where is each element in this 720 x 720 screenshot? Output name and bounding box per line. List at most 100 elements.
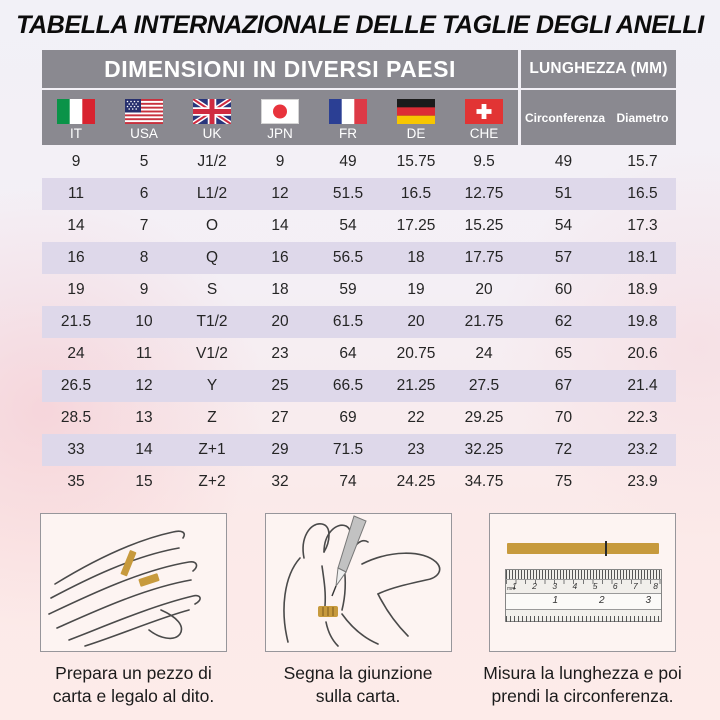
table-cell: Z+2 xyxy=(198,473,226,490)
germany-flag-icon xyxy=(397,98,435,124)
table-cell: 17.3 xyxy=(627,217,658,234)
ruler-number: 7 xyxy=(633,581,638,591)
length-title: LUNGHEZZA (MM) xyxy=(521,50,676,88)
table-cell: 7 xyxy=(139,217,149,234)
ruler-number: 4 xyxy=(572,581,578,591)
table-cell: 51 xyxy=(554,185,573,202)
flags-row: IT USA UK J xyxy=(42,90,518,145)
country-label: DE xyxy=(406,125,426,141)
table-cell: 12.75 xyxy=(464,185,504,202)
step-2: Segna la giunzione sulla carta. xyxy=(264,513,452,708)
table-cell: 59 xyxy=(339,281,357,298)
ruler-number: 6 xyxy=(612,581,618,591)
table-cell: J1/2 xyxy=(197,153,227,170)
length-columns-row: Circonferenza Diametro xyxy=(521,90,676,145)
table-cell: 74 xyxy=(339,473,357,490)
table-cell: 23 xyxy=(271,345,289,362)
table-cell: 15.25 xyxy=(464,217,504,234)
table-cell: 24 xyxy=(67,345,85,362)
table-cell: 18.9 xyxy=(627,281,658,298)
table-cell: 18.1 xyxy=(627,249,658,266)
step-3-caption: Misura la lunghezza e poi prendi la circ… xyxy=(483,663,682,707)
table-cell: 49 xyxy=(339,153,357,170)
ruler-number: 2 xyxy=(599,595,605,606)
table-cell: 25 xyxy=(271,377,289,394)
measuring-steps: Prepara un pezzo di carta e legalo al di… xyxy=(40,513,682,708)
step-1: Prepara un pezzo di carta e legalo al di… xyxy=(40,513,227,708)
table-cell: 21.25 xyxy=(396,377,436,394)
table-cell: 23.2 xyxy=(627,441,658,458)
table-cell: 60 xyxy=(554,281,573,298)
table-cell: 21.4 xyxy=(627,377,658,394)
table-cell: 27 xyxy=(271,409,289,426)
ruler-number: 1 xyxy=(512,581,517,591)
column-header-it: IT xyxy=(42,90,110,145)
table-cell: 67 xyxy=(554,377,573,394)
uk-flag-icon xyxy=(193,98,231,124)
table-cell: 29 xyxy=(271,441,289,458)
ruler-mm-ticks xyxy=(506,570,661,580)
country-label: FR xyxy=(339,125,357,141)
table-cell: T1/2 xyxy=(196,313,228,330)
table-cell: 54 xyxy=(554,217,573,234)
paper-strip xyxy=(507,543,659,554)
table-cell: 11 xyxy=(135,345,153,362)
table-cell: 16.5 xyxy=(400,185,432,202)
table-cell: 5 xyxy=(139,153,149,170)
table-cell: 16.5 xyxy=(627,185,658,202)
table-cell: 75 xyxy=(554,473,573,490)
table-cell: 21.5 xyxy=(60,313,92,330)
table-cell: 34.75 xyxy=(464,473,504,490)
step-2-caption: Segna la giunzione sulla carta. xyxy=(283,663,433,707)
table-cell: 16 xyxy=(271,249,289,266)
table-cell: 57 xyxy=(554,249,573,266)
table-cell: 66.5 xyxy=(332,377,364,394)
ruler-inch-ticks xyxy=(506,610,661,622)
japan-flag-icon xyxy=(261,98,299,124)
table-cell: 51.5 xyxy=(332,185,364,202)
ruler: mm 1 2 3 4 5 6 7 8 1 2 3 xyxy=(505,569,662,622)
table-row: 9 5 J1/2 9 49 15.75 9.5 49 15.7 xyxy=(42,146,676,178)
table-cell: 23 xyxy=(407,441,425,458)
table-cell: 33 xyxy=(67,441,85,458)
table-cell: 35 xyxy=(67,473,85,490)
table-row: 35 15 Z+2 32 74 24.25 34.75 75 23.9 xyxy=(42,466,676,498)
header-length-block: LUNGHEZZA (MM) Circonferenza Diametro xyxy=(521,50,676,145)
table-cell: 22.3 xyxy=(627,409,658,426)
header-dimensions-block: DIMENSIONI IN DIVERSI PAESI IT USA xyxy=(42,50,518,145)
table-cell: L1/2 xyxy=(196,185,228,202)
ruler-number: 3 xyxy=(552,581,558,591)
table-row: 21.5 10 T1/2 20 61.5 20 21.75 62 19.8 xyxy=(42,306,676,338)
table-cell: 14 xyxy=(135,441,153,458)
column-header-de: DE xyxy=(382,90,450,145)
table-cell: 32.25 xyxy=(464,441,504,458)
table-row: 11 6 L1/2 12 51.5 16.5 12.75 51 16.5 xyxy=(42,178,676,210)
table-cell: 9 xyxy=(71,153,81,170)
table-row: 14 7 O 14 54 17.25 15.25 54 17.3 xyxy=(42,210,676,242)
ruler-unit-label: mm xyxy=(507,586,516,592)
table-cell: 14 xyxy=(271,217,289,234)
table-cell: 54 xyxy=(339,217,357,234)
junction-mark xyxy=(605,541,607,556)
table-cell: 20.75 xyxy=(396,345,436,362)
table-cell: 20 xyxy=(407,313,425,330)
step-1-caption: Prepara un pezzo di carta e legalo al di… xyxy=(52,663,215,707)
diameter-column-header: Diametro xyxy=(616,110,669,125)
table-cell: 28.5 xyxy=(60,409,92,426)
table-cell: 32 xyxy=(271,473,289,490)
table-cell: 71.5 xyxy=(332,441,364,458)
country-label: UK xyxy=(202,125,222,141)
table-cell: 69 xyxy=(339,409,357,426)
table-cell: Z+1 xyxy=(198,441,226,458)
table-cell: 20 xyxy=(271,313,289,330)
table-row: 19 9 S 18 59 19 20 60 18.9 xyxy=(42,274,676,306)
switzerland-flag-icon xyxy=(465,98,503,124)
table-cell: 29.25 xyxy=(464,409,504,426)
table-cell: 24 xyxy=(475,345,493,362)
page-title: TABELLA INTERNAZIONALE DELLE TAGLIE DEGL… xyxy=(16,11,704,39)
table-cell: 9.5 xyxy=(473,153,495,170)
mark-junction-with-pen-illustration xyxy=(264,513,452,652)
table-cell: V1/2 xyxy=(196,345,228,362)
column-header-uk: UK xyxy=(178,90,246,145)
